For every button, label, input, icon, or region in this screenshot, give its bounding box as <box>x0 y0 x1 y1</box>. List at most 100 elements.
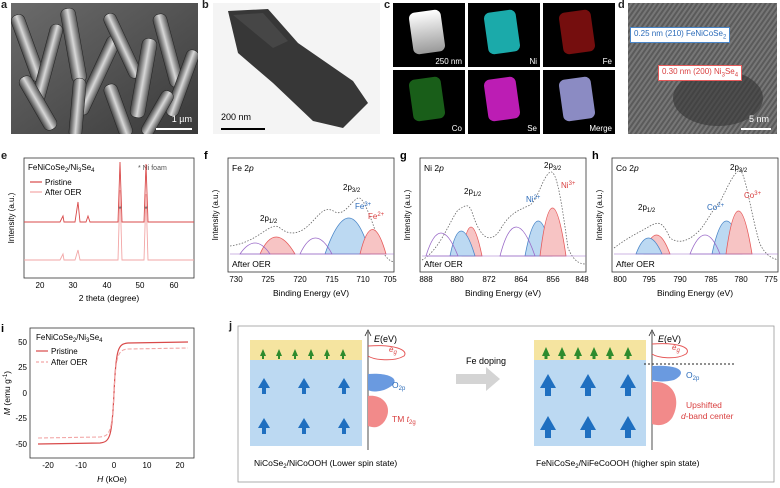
svg-text:40: 40 <box>103 281 112 290</box>
svg-text:785: 785 <box>704 275 718 284</box>
scale-bar-a: 1 µm <box>152 114 192 130</box>
xps-f-ion1: Fe3+ <box>355 202 372 211</box>
svg-text:795: 795 <box>642 275 656 284</box>
xps-g-peak-ni3 <box>539 207 567 257</box>
xrd-ylabel: Intensity (a.u.) <box>7 192 16 243</box>
xps-h-ion1: Co2+ <box>707 203 725 212</box>
upshift-label-2: d-band center <box>681 411 734 421</box>
xps-h-data <box>613 169 779 261</box>
xps-h-peak1-label: 2p1/2 <box>638 203 656 214</box>
left-band-yellow <box>250 340 362 360</box>
right-o2p-band <box>652 365 681 382</box>
svg-text:800: 800 <box>613 275 627 284</box>
map-merge: Merge <box>543 70 615 134</box>
left-blue-arrows <box>258 378 350 434</box>
svg-text:880: 880 <box>450 275 464 284</box>
mh-xticks: -20 -10 0 10 20 <box>42 461 185 470</box>
mh-legend-after: After OER <box>51 358 88 367</box>
tem-image: 200 nm <box>213 3 380 134</box>
right-tm-band <box>652 381 677 426</box>
upshift-label-1: Upshifted <box>686 400 722 410</box>
mh-legend-pristine: Pristine <box>51 347 78 356</box>
svg-text:10: 10 <box>143 461 152 470</box>
xps-h-ion2: Co3+ <box>744 191 762 200</box>
right-eg-label: eg <box>672 343 680 354</box>
xps-f-title: Fe 2p <box>232 163 254 173</box>
mh-chart: i FeNiCoSe2/Ni3Se4 Pristine After OER 50… <box>1 323 195 484</box>
left-energy-axis: E(eV) <box>374 334 397 344</box>
svg-text:888: 888 <box>419 275 433 284</box>
map-se: Se <box>468 70 540 134</box>
fe-doping-label: Fe doping <box>466 356 506 366</box>
xps-f-note: After OER <box>232 259 271 269</box>
svg-text:20: 20 <box>36 281 45 290</box>
panel-d-label: d <box>618 0 625 11</box>
svg-text:725: 725 <box>261 275 275 284</box>
left-o2p-band <box>368 373 395 392</box>
xps-h-ylabel: Intensity (a.u.) <box>595 189 604 240</box>
svg-text:*: * <box>118 205 121 214</box>
xps-g-data <box>421 171 587 265</box>
hrtem-image: 0.25 nm (210) FeNiCoSe2 0.30 nm (200) Ni… <box>628 3 777 134</box>
xps-g-xlabel: Binding Energy (eV) <box>465 288 541 298</box>
svg-text:0: 0 <box>112 461 117 470</box>
svg-text:780: 780 <box>734 275 748 284</box>
panel-a-label: a <box>1 0 8 11</box>
doping-arrow-icon <box>456 367 500 391</box>
svg-text:25: 25 <box>18 363 27 372</box>
xrd-title: FeNiCoSe2/Ni3Se4 <box>28 163 95 174</box>
map-fe: Fe <box>543 3 615 67</box>
xps-g-ion2: Ni3+ <box>561 181 576 190</box>
xrd-legend-pristine: Pristine <box>45 178 72 187</box>
xrd-legend-after: After OER <box>45 188 82 197</box>
xps-g-peak1-label: 2p1/2 <box>464 187 482 198</box>
xps-f-peak-fe-sat <box>259 236 296 255</box>
svg-text:*: * <box>144 205 147 214</box>
svg-text:848: 848 <box>575 275 589 284</box>
svg-text:-20: -20 <box>42 461 54 470</box>
map-co: Co <box>393 70 465 134</box>
svg-text:872: 872 <box>482 275 496 284</box>
svg-text:856: 856 <box>546 275 560 284</box>
mh-xlabel: H (kOe) <box>97 474 127 484</box>
left-o2p-label: O2p <box>392 380 406 392</box>
xps-f-xticks: 730 725 720 715 710 705 <box>229 275 397 284</box>
xps-g-title: Ni 2p <box>424 163 444 173</box>
svg-text:0: 0 <box>23 389 28 398</box>
left-tm-label: TM t2g <box>392 414 416 426</box>
eds-map-grid: 250 nm Ni Fe Co Se Merge <box>393 3 615 134</box>
xps-f-peak-fe2 <box>359 229 387 255</box>
xrd-xticks: 20 30 40 50 60 <box>36 281 179 290</box>
mh-series-after <box>37 347 189 439</box>
xps-h-title: Co 2p <box>616 163 639 173</box>
panel-c-label: c <box>384 0 391 11</box>
svg-text:864: 864 <box>514 275 528 284</box>
right-eg-curve <box>651 343 688 359</box>
map-ni: Ni <box>468 3 540 67</box>
left-caption: NiCoSe2/NiCoOOH (Lower spin state) <box>254 458 397 470</box>
mh-yticks: 50 25 0 -25 -50 <box>15 338 27 449</box>
left-eg-curve <box>367 345 406 361</box>
xps-g-peak2-label: 2p3/2 <box>544 161 562 172</box>
svg-text:775: 775 <box>764 275 778 284</box>
map-haadf: 250 nm <box>393 3 465 67</box>
xps-h-xticks: 800 795 790 785 780 775 <box>613 275 778 284</box>
xrd-series-after <box>24 189 194 261</box>
svg-text:-10: -10 <box>75 461 87 470</box>
xps-h-xlabel: Binding Energy (eV) <box>657 288 733 298</box>
sem-image: 1 µm <box>11 3 198 134</box>
scale-bar-d: 5 nm <box>731 114 771 130</box>
right-o2p-label: O2p <box>686 370 700 382</box>
svg-text:30: 30 <box>69 281 78 290</box>
svg-text:720: 720 <box>293 275 307 284</box>
svg-text:60: 60 <box>170 281 179 290</box>
left-eg-label: eg <box>389 345 397 356</box>
xps-f-peak1-label: 2p1/2 <box>260 214 278 225</box>
xps-f-peak2-label: 2p3/2 <box>343 183 361 194</box>
panel-i-label: i <box>1 323 4 335</box>
xps-g-ylabel: Intensity (a.u.) <box>403 189 412 240</box>
xps-f-ion2: Fe2+ <box>368 212 385 221</box>
xps-f-data <box>229 197 395 263</box>
left-tm-band <box>368 395 389 428</box>
mh-title: FeNiCoSe2/Ni3Se4 <box>36 333 103 344</box>
